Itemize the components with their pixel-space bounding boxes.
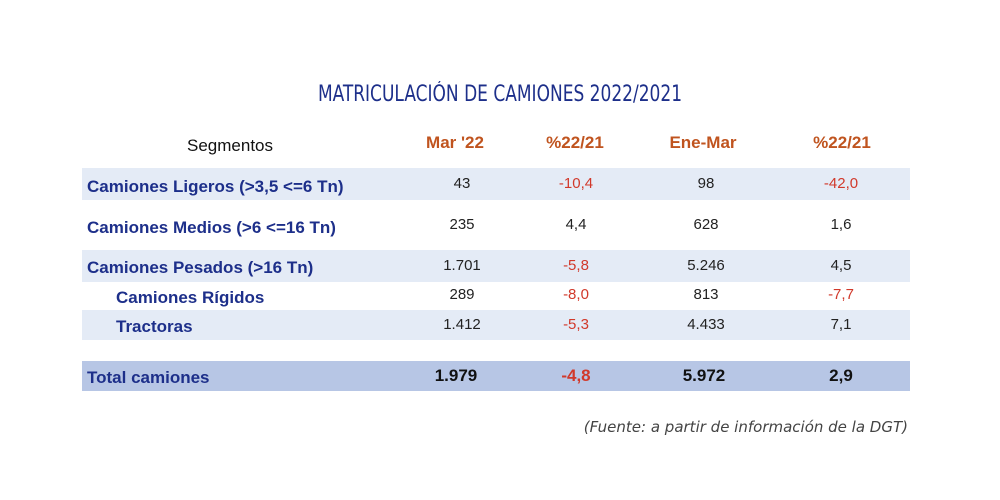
cell-pct2-tractoras: 7,1 <box>830 316 852 333</box>
row-label-pesados: Camiones Pesados (>16 Tn) <box>87 258 314 277</box>
table-title: MATRICULACIÓN DE CAMIONES 2022/2021 <box>317 82 683 107</box>
header-ene-mar: Ene-Mar <box>669 133 737 152</box>
header-mar22: Mar '22 <box>426 133 484 152</box>
cell-pct1-tractoras: -5,3 <box>563 316 589 333</box>
header-pct-mar: %22/21 <box>546 133 604 152</box>
cell-enemar-tractoras: 4.433 <box>687 316 725 333</box>
header-segmentos: Segmentos <box>187 136 273 155</box>
cell-mar-medios: 235 <box>449 216 475 233</box>
cell-enemar-ligeros: 98 <box>697 175 715 192</box>
row-label-rigidos: Camiones Rígidos <box>116 288 265 307</box>
cell-pct2-total: 2,9 <box>829 366 853 385</box>
cell-mar-pesados: 1.701 <box>443 257 481 274</box>
row-band-pesados <box>82 250 910 282</box>
cell-mar-total: 1.979 <box>434 366 478 385</box>
source-note: (Fuente: a partir de información de la D… <box>583 418 908 436</box>
cell-pct1-rigidos: -8,0 <box>563 286 589 303</box>
cell-pct1-ligeros: -10,4 <box>558 175 594 192</box>
row-label-tractoras: Tractoras <box>116 317 193 336</box>
row-band-total <box>82 361 910 391</box>
cell-pct2-ligeros: -42,0 <box>823 175 859 192</box>
cell-pct1-pesados: -5,8 <box>563 257 589 274</box>
row-band-tractoras <box>82 310 910 340</box>
cell-pct2-pesados: 4,5 <box>830 257 852 274</box>
cell-enemar-pesados: 5.246 <box>687 257 725 274</box>
cell-enemar-rigidos: 813 <box>693 286 719 303</box>
cell-pct2-medios: 1,6 <box>830 216 852 233</box>
row-label-total: Total camiones <box>87 368 210 387</box>
cell-mar-ligeros: 43 <box>453 175 471 192</box>
cell-enemar-medios: 628 <box>693 216 719 233</box>
row-label-ligeros: Camiones Ligeros (>3,5 <=6 Tn) <box>87 177 344 196</box>
cell-pct2-rigidos: -7,7 <box>828 286 854 303</box>
cell-mar-rigidos: 289 <box>449 286 475 303</box>
cell-pct1-total: -4,8 <box>561 366 591 385</box>
row-label-medios: Camiones Medios (>6 <=16 Tn) <box>87 218 336 237</box>
row-band-ligeros <box>82 168 910 200</box>
cell-enemar-total: 5.972 <box>682 366 726 385</box>
header-pct-enemar: %22/21 <box>813 133 871 152</box>
cell-pct1-medios: 4,4 <box>565 216 587 233</box>
cell-mar-tractoras: 1.412 <box>443 316 481 333</box>
